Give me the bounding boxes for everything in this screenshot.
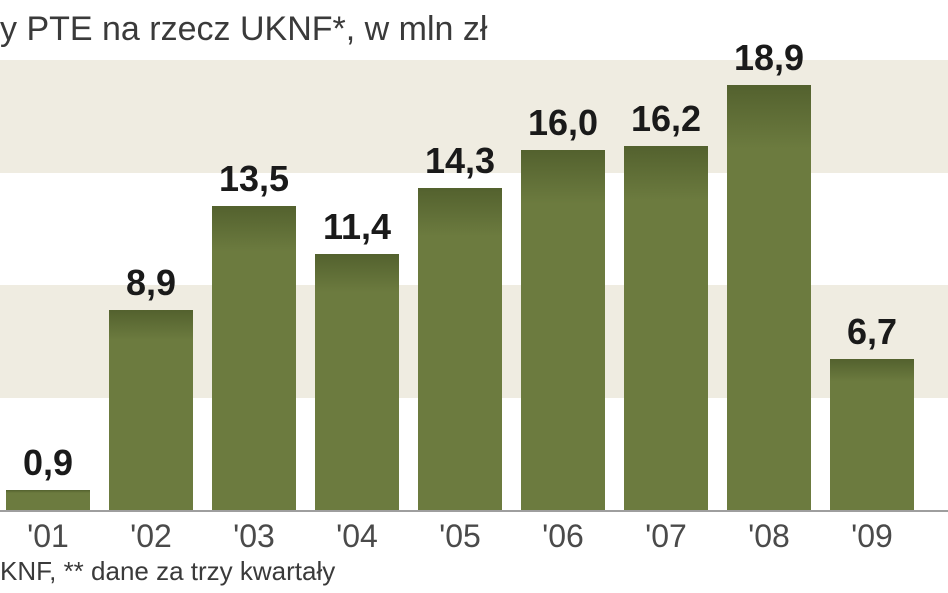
bar-value-label: 6,7 [847,311,897,353]
bar [624,146,708,511]
chart-footnote: KNF, ** dane za trzy kwartały [0,556,335,587]
category-label: '03 [233,518,275,555]
x-axis-baseline [0,510,948,512]
bar [727,85,811,510]
bar [315,254,399,511]
category-label: '07 [645,518,687,555]
bar-value-label: 8,9 [126,262,176,304]
bar [830,359,914,510]
bar-value-label: 0,9 [23,442,73,484]
bar [109,310,193,510]
category-label: '05 [439,518,481,555]
bar [212,206,296,510]
category-label: '06 [542,518,584,555]
bar-value-label: 14,3 [425,140,495,182]
bar-value-label: 13,5 [219,158,289,200]
chart-title: y PTE na rzecz UKNF*, w mln zł [0,10,487,49]
category-label: '02 [130,518,172,555]
bar-value-label: 11,4 [323,206,391,248]
bar-value-label: 16,2 [631,98,701,140]
bar [418,188,502,510]
bar [521,150,605,510]
plot-area: 0,9'018,9'0213,5'0311,4'0414,3'0516,0'06… [0,60,948,510]
category-label: '01 [27,518,69,555]
bar [6,490,90,510]
category-label: '08 [748,518,790,555]
bar-value-label: 16,0 [528,102,598,144]
chart-root: y PTE na rzecz UKNF*, w mln zł 0,9'018,9… [0,0,948,593]
category-label: '09 [851,518,893,555]
category-label: '04 [336,518,378,555]
bar-value-label: 18,9 [734,37,804,79]
